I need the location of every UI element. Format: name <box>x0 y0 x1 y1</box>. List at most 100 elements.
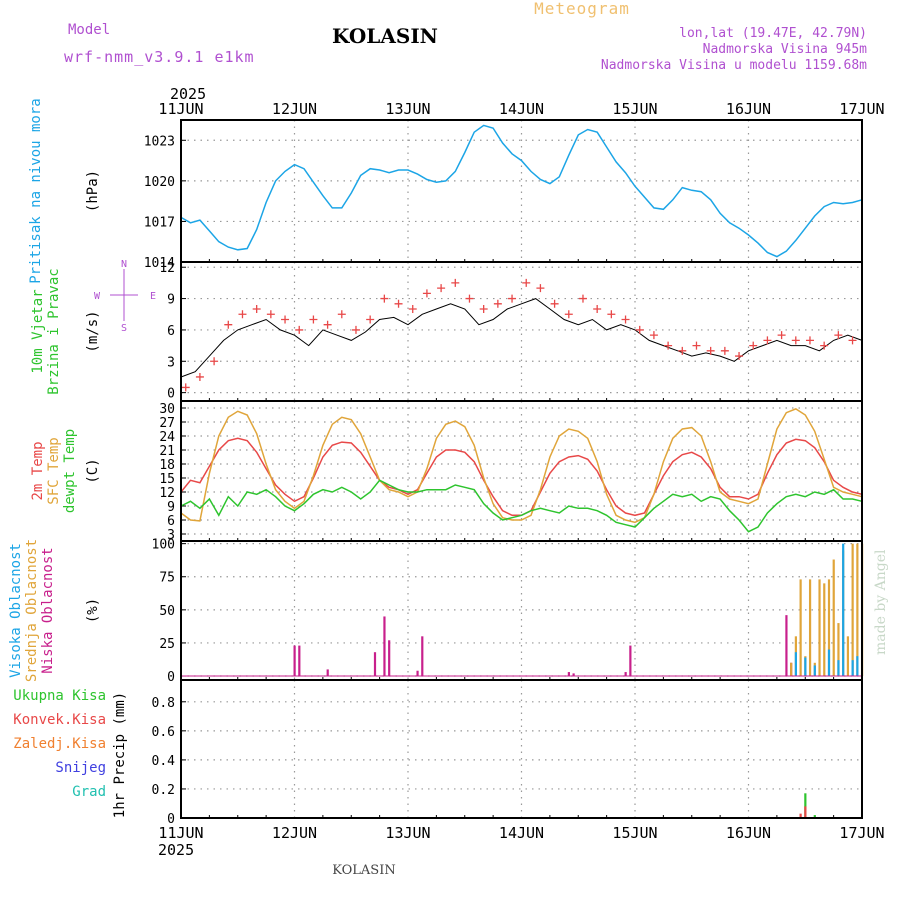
bar-niska-oblacnost <box>572 673 575 677</box>
y-tick-label: 1023 <box>144 134 175 149</box>
y-tick-label: 18 <box>159 458 175 473</box>
bar-niska-oblacnost <box>785 615 788 677</box>
bar-niska-oblacnost <box>298 645 301 677</box>
y-tick-label: 24 <box>159 430 175 445</box>
bar-srednja-oblacnost <box>827 579 831 677</box>
series-line-dewpt-temp <box>180 479 863 533</box>
wind-gust-mark <box>720 346 729 355</box>
wind-gust-mark <box>394 299 403 308</box>
wind-gust-mark <box>493 299 502 308</box>
bar-srednja-oblacnost <box>790 662 793 677</box>
meteogram-label: Meteogram <box>534 0 630 18</box>
wind-gust-mark <box>607 310 616 319</box>
wind-gust-mark <box>422 289 431 298</box>
side-label: Pritisak na nivou mora <box>28 98 44 283</box>
bar-srednja-oblacnost <box>837 623 840 677</box>
bar-srednja-oblacnost <box>846 636 850 677</box>
wind-gust-mark <box>238 310 247 319</box>
wind-gust-mark <box>366 315 375 324</box>
bar-srednja-oblacnost <box>856 543 859 677</box>
key-n: N <box>121 259 127 270</box>
wind-gust-mark <box>635 325 644 334</box>
wind-gust-mark <box>224 320 233 329</box>
wind-gust-mark <box>578 294 587 303</box>
side-label: Visoka Oblacnost <box>8 543 24 678</box>
model-elevation-label: Nadmorska Visina u modelu 1159.68m <box>601 58 867 73</box>
y-tick-label: 3 <box>167 355 175 370</box>
bar-niska-oblacnost <box>567 672 570 677</box>
top-time-axis: 11JUN 12JUN 13JUN 14JUN 15JUN 16JUN 17JUN <box>158 100 884 118</box>
panels: 1014 1017 1020 1023 (hPa) Pritisak na nivou m… <box>8 98 864 827</box>
bar-visoka-oblacnost <box>851 660 854 677</box>
precip-legend-label: Konvek.Kisa <box>13 712 106 728</box>
wind-gust-mark <box>437 284 446 293</box>
top-tick-label: 17JUN <box>839 100 884 118</box>
bar-niska-oblacnost <box>293 645 296 677</box>
y-tick-label: 1020 <box>144 175 175 190</box>
side-label: 2m Temp <box>30 441 46 500</box>
precip-legend-label: Zaledj.Kisa <box>13 736 106 752</box>
bar-srednja-oblacnost <box>799 579 802 677</box>
panel-precip: 0 0.2 0.4 0.6 0.8 1hr Precip (mm) Ukupna Kisa K… <box>13 679 863 827</box>
wind-gust-mark <box>536 284 545 293</box>
panel-background <box>181 120 862 262</box>
y-tick-label: 0.6 <box>152 725 175 740</box>
wind-gust-mark <box>266 310 275 319</box>
precip-legend-label: Grad <box>72 784 106 800</box>
key-w: W <box>94 291 101 302</box>
bar-srednja-oblacnost <box>823 583 826 677</box>
bar-visoka-oblacnost <box>827 649 831 677</box>
top-tick-label: 13JUN <box>385 100 430 118</box>
y-axis-label: 1hr Precip (mm) <box>112 692 128 818</box>
side-label: Srednja Oblacnost <box>24 539 40 682</box>
y-tick-label: 0.4 <box>152 754 176 769</box>
wind-gust-mark <box>805 336 814 345</box>
y-tick-label: 30 <box>159 402 175 417</box>
bar-konvek-kisa <box>804 806 807 818</box>
wind-gust-mark <box>621 315 630 324</box>
y-tick-label: 75 <box>159 571 175 586</box>
wind-gust-mark <box>749 341 758 350</box>
wind-gust-mark <box>777 331 786 340</box>
side-label: SFC Temp <box>46 437 62 504</box>
wind-gust-mark <box>550 299 559 308</box>
y-tick-label: 0.8 <box>152 696 175 711</box>
credit-label: made by Angel <box>873 549 889 655</box>
wind-gust-mark <box>735 352 744 361</box>
wind-gust-mark <box>252 305 261 314</box>
top-tick-label: 16JUN <box>726 100 771 118</box>
bar-visoka-oblacnost <box>842 543 845 677</box>
y-tick-label: 9 <box>167 293 175 308</box>
y-axis-label: (C) <box>85 458 101 483</box>
panel-frame <box>180 679 863 819</box>
panel-background <box>181 680 862 818</box>
wind-gust-mark <box>479 305 488 314</box>
bar-visoka-oblacnost <box>856 656 859 677</box>
wind-gust-mark <box>692 341 701 350</box>
bottom-tick-label: 16JUN <box>726 824 771 842</box>
wind-gust-mark <box>706 346 715 355</box>
y-tick-label: 25 <box>159 637 175 652</box>
y-tick-label: 12 <box>159 486 175 501</box>
bar-niska-oblacnost <box>421 636 424 677</box>
bar-srednja-oblacnost <box>832 559 835 677</box>
y-tick-label: 3 <box>167 528 175 543</box>
bar-niska-oblacnost <box>388 640 391 677</box>
bar-ukupna-kisa <box>813 815 816 818</box>
side-label: Niska Oblacnost <box>40 547 56 673</box>
bar-niska-oblacnost <box>383 616 386 677</box>
bar-niska-oblacnost <box>373 652 377 677</box>
series-line-brzina <box>180 298 863 378</box>
wind-gust-mark <box>337 310 346 319</box>
year-top: 2025 <box>170 85 206 103</box>
series-line-sfc-temp <box>180 408 863 524</box>
year-bottom: 2025 <box>158 841 194 859</box>
wind-gust-mark <box>649 331 658 340</box>
wind-gust-mark <box>309 315 318 324</box>
y-tick-label: 0.2 <box>152 783 175 798</box>
panel-wind: 0 3 6 9 12 (m/s) 10m Vjetar Brzina i Pravac W E N S <box>30 259 863 402</box>
wind-gust-mark <box>564 310 573 319</box>
location-title: KOLASIN <box>332 24 438 48</box>
y-tick-label: 1014 <box>144 256 175 271</box>
